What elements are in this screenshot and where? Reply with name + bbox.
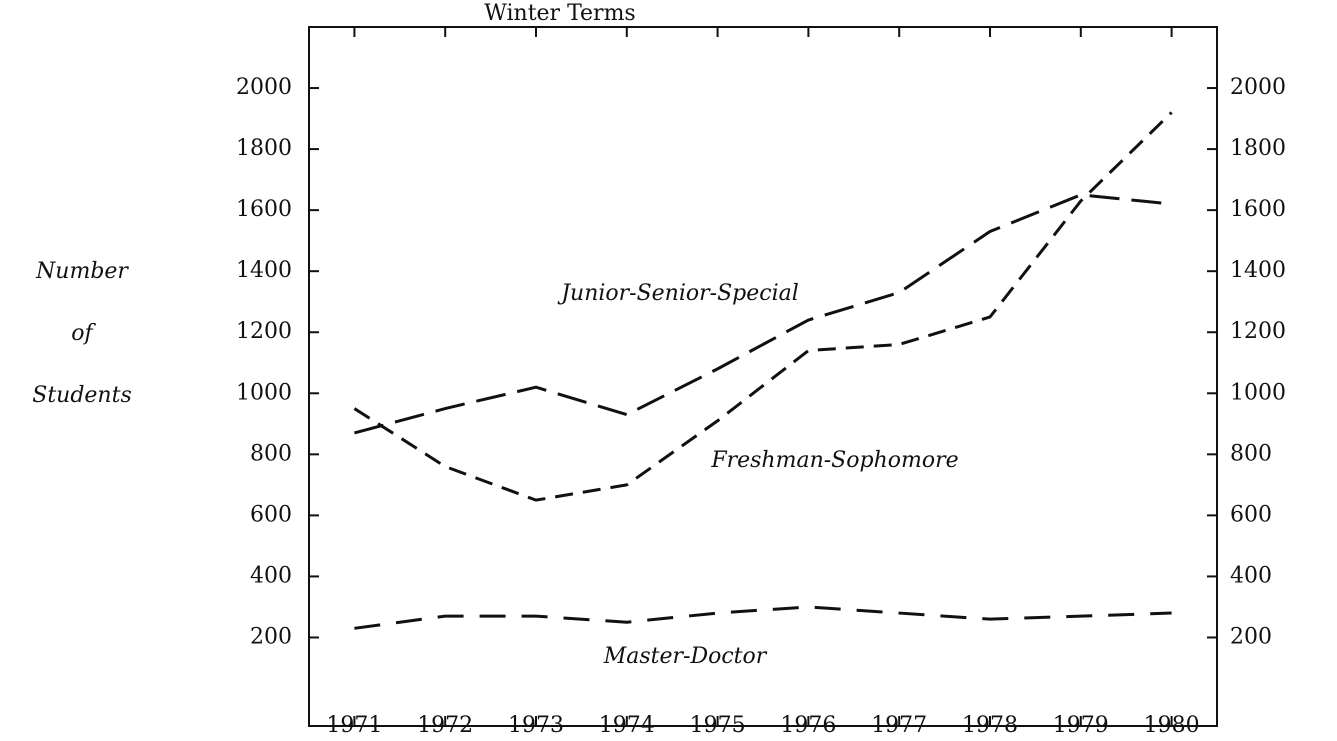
y-tick-label: 1600 — [236, 197, 292, 222]
y-tick-label: 2000 — [236, 75, 292, 100]
y-tick-label: 1200 — [236, 319, 292, 344]
y2-tick-label: 1200 — [1230, 319, 1286, 344]
y-axis-label: of — [71, 321, 96, 346]
series-line — [354, 193, 1172, 435]
y-tick-label: 200 — [250, 624, 292, 649]
series-label: Master-Doctor — [603, 644, 768, 669]
y-tick-label: 600 — [250, 502, 292, 527]
y-axis-label: Students — [32, 383, 131, 408]
series-line — [353, 111, 1173, 502]
y2-tick-label: 600 — [1230, 502, 1272, 527]
y2-tick-label: 800 — [1230, 441, 1272, 466]
y-tick-label: 800 — [250, 441, 292, 466]
y2-tick-label: 200 — [1230, 624, 1272, 649]
y2-tick-label: 1400 — [1230, 258, 1286, 283]
y-tick-label: 400 — [250, 563, 292, 588]
y2-tick-label: 400 — [1230, 563, 1272, 588]
series-line — [354, 605, 1172, 630]
y2-tick-label: 1800 — [1230, 136, 1286, 161]
series-label: Freshman-Sophomore — [710, 448, 958, 473]
y2-tick-label: 1600 — [1230, 197, 1286, 222]
chart-title: Winter Terms — [484, 1, 635, 26]
y-tick-label: 1800 — [236, 136, 292, 161]
y2-tick-label: 2000 — [1230, 75, 1286, 100]
y-tick-label: 1000 — [236, 380, 292, 405]
y-tick-label: 1400 — [236, 258, 292, 283]
y2-tick-label: 1000 — [1230, 380, 1286, 405]
series-label: Junior-Senior-Special — [557, 281, 799, 306]
plot-frame — [308, 26, 1218, 727]
y-axis-label: Number — [35, 259, 129, 284]
